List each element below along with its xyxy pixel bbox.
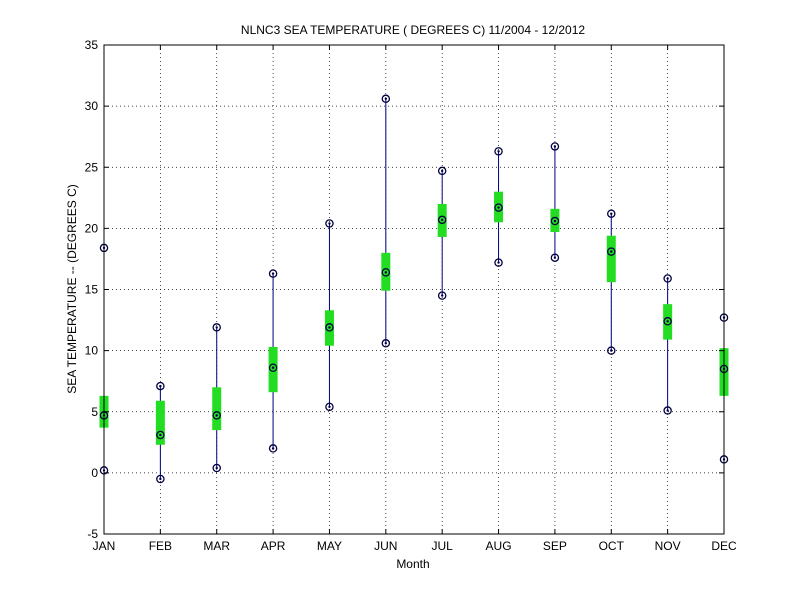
median-marker-dot bbox=[497, 206, 500, 209]
min-marker-dot bbox=[328, 405, 331, 409]
box bbox=[606, 235, 616, 283]
min-marker bbox=[550, 253, 560, 262]
min-marker bbox=[325, 402, 334, 412]
x-tick-label: OCT bbox=[599, 539, 625, 553]
median-marker bbox=[268, 363, 278, 372]
median-marker bbox=[494, 203, 503, 212]
min-marker bbox=[607, 346, 616, 355]
max-marker bbox=[325, 219, 334, 228]
median-marker bbox=[607, 247, 616, 256]
y-tick-label: 10 bbox=[85, 344, 99, 358]
min-marker-dot bbox=[610, 349, 613, 352]
median-marker-dot bbox=[553, 219, 557, 223]
min-marker bbox=[494, 258, 503, 267]
median-marker bbox=[663, 317, 672, 326]
y-tick-label: 0 bbox=[91, 466, 98, 480]
y-tick-label: 30 bbox=[85, 99, 99, 113]
max-marker bbox=[381, 94, 391, 104]
x-tick-label: NOV bbox=[655, 539, 681, 553]
y-tick-label: 25 bbox=[85, 160, 99, 174]
x-tick-label: SEP bbox=[543, 539, 567, 553]
max-marker bbox=[268, 269, 278, 278]
median-marker-dot bbox=[666, 320, 669, 323]
max-marker-dot bbox=[328, 222, 331, 225]
x-tick-label: JUL bbox=[432, 539, 454, 553]
max-marker bbox=[663, 274, 672, 283]
y-tick-label: 35 bbox=[85, 38, 99, 52]
y-axis-title: SEA TEMPERATURE -- (DEGREES C) bbox=[65, 184, 79, 394]
x-tick-label: FEB bbox=[149, 539, 172, 553]
max-marker-dot bbox=[215, 326, 218, 329]
min-marker bbox=[268, 444, 278, 453]
max-marker-dot bbox=[666, 277, 669, 280]
min-marker-dot bbox=[666, 409, 669, 412]
max-marker-dot bbox=[553, 145, 557, 148]
max-marker bbox=[437, 166, 447, 176]
chart-title: NLNC3 SEA TEMPERATURE ( DEGREES C) 11/20… bbox=[241, 23, 585, 37]
median-marker-dot bbox=[215, 414, 218, 417]
y-tick-label: 5 bbox=[91, 405, 98, 419]
y-tick-label: 15 bbox=[85, 283, 99, 297]
max-marker-dot bbox=[497, 150, 500, 153]
median-marker-dot bbox=[159, 433, 162, 437]
min-marker-dot bbox=[159, 477, 162, 481]
min-marker-dot bbox=[215, 466, 218, 470]
median-marker-dot bbox=[328, 326, 331, 329]
box bbox=[155, 400, 165, 445]
median-marker bbox=[550, 216, 560, 226]
x-tick-label: APR bbox=[261, 539, 286, 553]
y-tick-label: -5 bbox=[87, 527, 98, 541]
min-marker bbox=[212, 463, 221, 473]
max-marker bbox=[607, 209, 616, 218]
min-marker bbox=[156, 474, 165, 484]
x-axis-title: Month bbox=[396, 557, 429, 571]
median-marker bbox=[156, 430, 165, 440]
median-marker-dot bbox=[271, 366, 275, 369]
ticks: -5 0 5 10 15 20 25 30 35 JAN FEB MAR APR MAY JUN JUL AUG… bbox=[85, 38, 737, 553]
min-marker-dot bbox=[440, 294, 444, 297]
median-marker-dot bbox=[440, 218, 444, 222]
y-tick-label: 20 bbox=[85, 221, 99, 235]
min-marker bbox=[437, 291, 447, 300]
min-marker bbox=[381, 339, 391, 348]
x-tick-label: DEC bbox=[711, 539, 737, 553]
box bbox=[268, 346, 278, 393]
box bbox=[212, 387, 222, 431]
median-marker-dot bbox=[610, 250, 613, 253]
max-marker-dot bbox=[384, 97, 388, 100]
max-marker-dot bbox=[159, 384, 162, 388]
max-marker bbox=[550, 142, 560, 151]
x-tick-label: AUG bbox=[486, 539, 512, 553]
x-tick-label: MAY bbox=[317, 539, 342, 553]
x-tick-label: MAR bbox=[203, 539, 230, 553]
max-marker bbox=[494, 147, 503, 156]
median-marker bbox=[381, 268, 391, 277]
max-marker bbox=[212, 323, 221, 332]
min-marker-dot bbox=[553, 256, 557, 259]
median-marker bbox=[325, 323, 334, 332]
min-marker bbox=[663, 406, 672, 415]
x-tick-label: JUN bbox=[374, 539, 397, 553]
median-marker-dot bbox=[384, 271, 388, 274]
min-marker-dot bbox=[271, 447, 275, 450]
x-tick-label: JAN bbox=[93, 539, 116, 553]
max-marker bbox=[156, 381, 165, 391]
max-marker-dot bbox=[271, 272, 275, 275]
min-marker-dot bbox=[497, 261, 500, 264]
max-marker-dot bbox=[610, 212, 613, 215]
median-marker bbox=[437, 215, 447, 225]
min-marker-dot bbox=[384, 342, 388, 345]
median-marker bbox=[212, 411, 221, 420]
max-marker-dot bbox=[440, 169, 444, 173]
